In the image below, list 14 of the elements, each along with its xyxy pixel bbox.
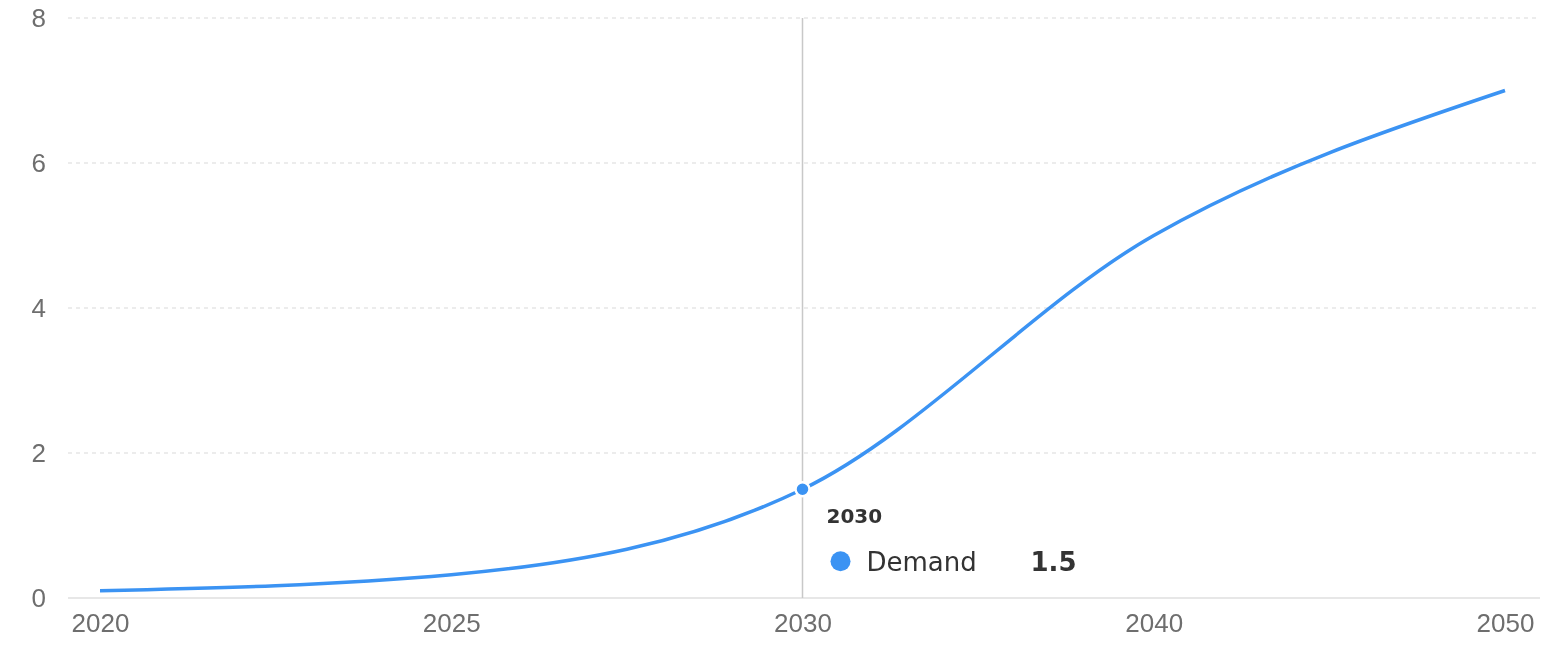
y-tick-label: 8 bbox=[31, 2, 46, 33]
x-tick-label: 2025 bbox=[422, 608, 481, 639]
line-series bbox=[98, 88, 1507, 593]
y-tick-label: 2 bbox=[31, 437, 46, 468]
x-tick-label: 2040 bbox=[1125, 608, 1184, 639]
x-tick-label: 2030 bbox=[774, 608, 832, 639]
x-tick-label: 2020 bbox=[71, 608, 130, 639]
legend-label: Demand bbox=[866, 547, 977, 578]
x-tick-label: 2050 bbox=[1476, 608, 1535, 639]
category-label: 2030 bbox=[826, 504, 883, 529]
y-tick-label: 0 bbox=[31, 582, 46, 613]
annotation: 1.5 bbox=[1030, 547, 1077, 578]
y-tick-label: 4 bbox=[31, 292, 46, 323]
y-tick-label: 6 bbox=[31, 147, 46, 178]
